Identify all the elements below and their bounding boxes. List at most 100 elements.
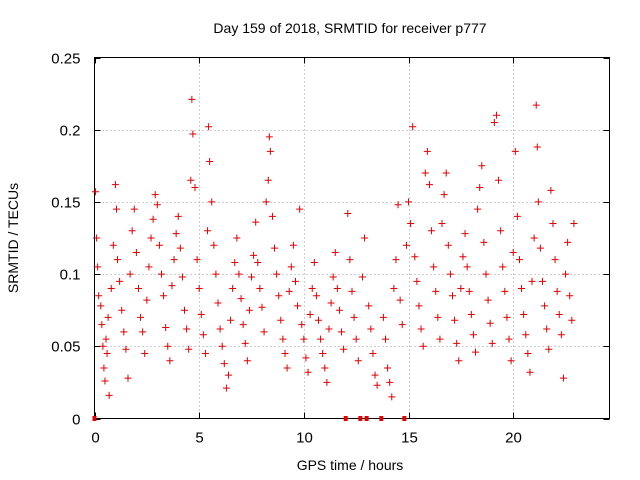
data-point (476, 183, 484, 191)
data-point (265, 133, 273, 141)
data-point (434, 313, 442, 321)
data-point (277, 316, 285, 324)
data-point (492, 111, 500, 119)
data-point (555, 311, 563, 319)
data-point (369, 350, 377, 358)
data-point (467, 311, 475, 319)
data-point (128, 227, 136, 235)
data-point (388, 393, 396, 401)
data-point (317, 335, 325, 343)
data-point (254, 259, 262, 267)
data-point (206, 157, 214, 165)
data-point (451, 316, 459, 324)
data-point (104, 313, 112, 321)
data-point (205, 123, 213, 131)
data-point (402, 241, 410, 249)
data-point (302, 354, 310, 362)
data-point (92, 416, 97, 421)
data-point (417, 325, 425, 333)
data-point (160, 292, 168, 300)
x-tick-labels: 0 5 10 15 20 (91, 430, 522, 447)
data-point (367, 325, 375, 333)
y-tick-label: 0.05 (51, 339, 80, 356)
data-point (243, 357, 251, 365)
data-point (570, 220, 578, 228)
data-point (214, 299, 222, 307)
data-point (568, 316, 576, 324)
data-point (444, 241, 452, 249)
data-point (105, 391, 113, 399)
data-point (497, 227, 505, 235)
data-point (218, 342, 226, 350)
data-point (300, 335, 308, 343)
data-point (511, 147, 519, 155)
data-point (352, 335, 360, 343)
data-point (195, 285, 203, 293)
data-point (188, 95, 196, 103)
data-point (490, 118, 498, 126)
data-point (480, 238, 488, 246)
data-point (557, 331, 565, 339)
data-point (405, 198, 413, 206)
data-point (564, 238, 572, 246)
data-point (361, 234, 369, 242)
data-point (210, 241, 218, 249)
data-point (419, 342, 427, 350)
data-point (331, 248, 339, 256)
data-point (132, 248, 140, 256)
data-point (457, 285, 465, 293)
data-point (102, 335, 110, 343)
data-point (373, 381, 381, 389)
data-point (545, 345, 553, 353)
data-point (327, 299, 335, 307)
data-point (283, 364, 291, 372)
data-point (501, 287, 509, 295)
data-point (94, 263, 102, 271)
data-point (155, 241, 163, 249)
data-point (346, 256, 354, 264)
data-point (258, 303, 266, 311)
data-point (178, 273, 186, 281)
data-point (323, 378, 331, 386)
data-point (229, 285, 237, 293)
data-point (141, 350, 149, 358)
data-point (235, 270, 243, 278)
data-point (325, 325, 333, 333)
data-point (407, 220, 415, 228)
data-point (526, 368, 534, 376)
data-point (264, 176, 272, 184)
data-point (281, 350, 289, 358)
data-point (95, 292, 103, 300)
data-point (461, 230, 469, 238)
data-point (134, 285, 142, 293)
data-point (528, 277, 536, 285)
data-point (333, 285, 341, 293)
data-point (262, 198, 270, 206)
data-point (93, 234, 101, 242)
data-point (536, 244, 544, 252)
data-point (438, 220, 446, 228)
data-point (199, 331, 207, 339)
data-point (515, 256, 523, 264)
data-point (532, 101, 540, 109)
data-point (350, 313, 358, 321)
data-point (379, 313, 387, 321)
data-point (139, 328, 147, 336)
data-point (147, 234, 155, 242)
data-point (149, 215, 157, 223)
data-point (157, 270, 165, 278)
data-point (520, 311, 528, 319)
data-point (239, 321, 247, 329)
data-point (446, 270, 454, 278)
data-point (415, 302, 423, 310)
data-point (421, 169, 429, 177)
data-point (310, 259, 318, 267)
data-point (459, 253, 467, 261)
data-point (275, 292, 283, 300)
data-point (124, 374, 132, 382)
data-point (114, 256, 122, 264)
data-point (99, 342, 107, 350)
data-point (524, 350, 532, 358)
data-point (411, 253, 419, 261)
